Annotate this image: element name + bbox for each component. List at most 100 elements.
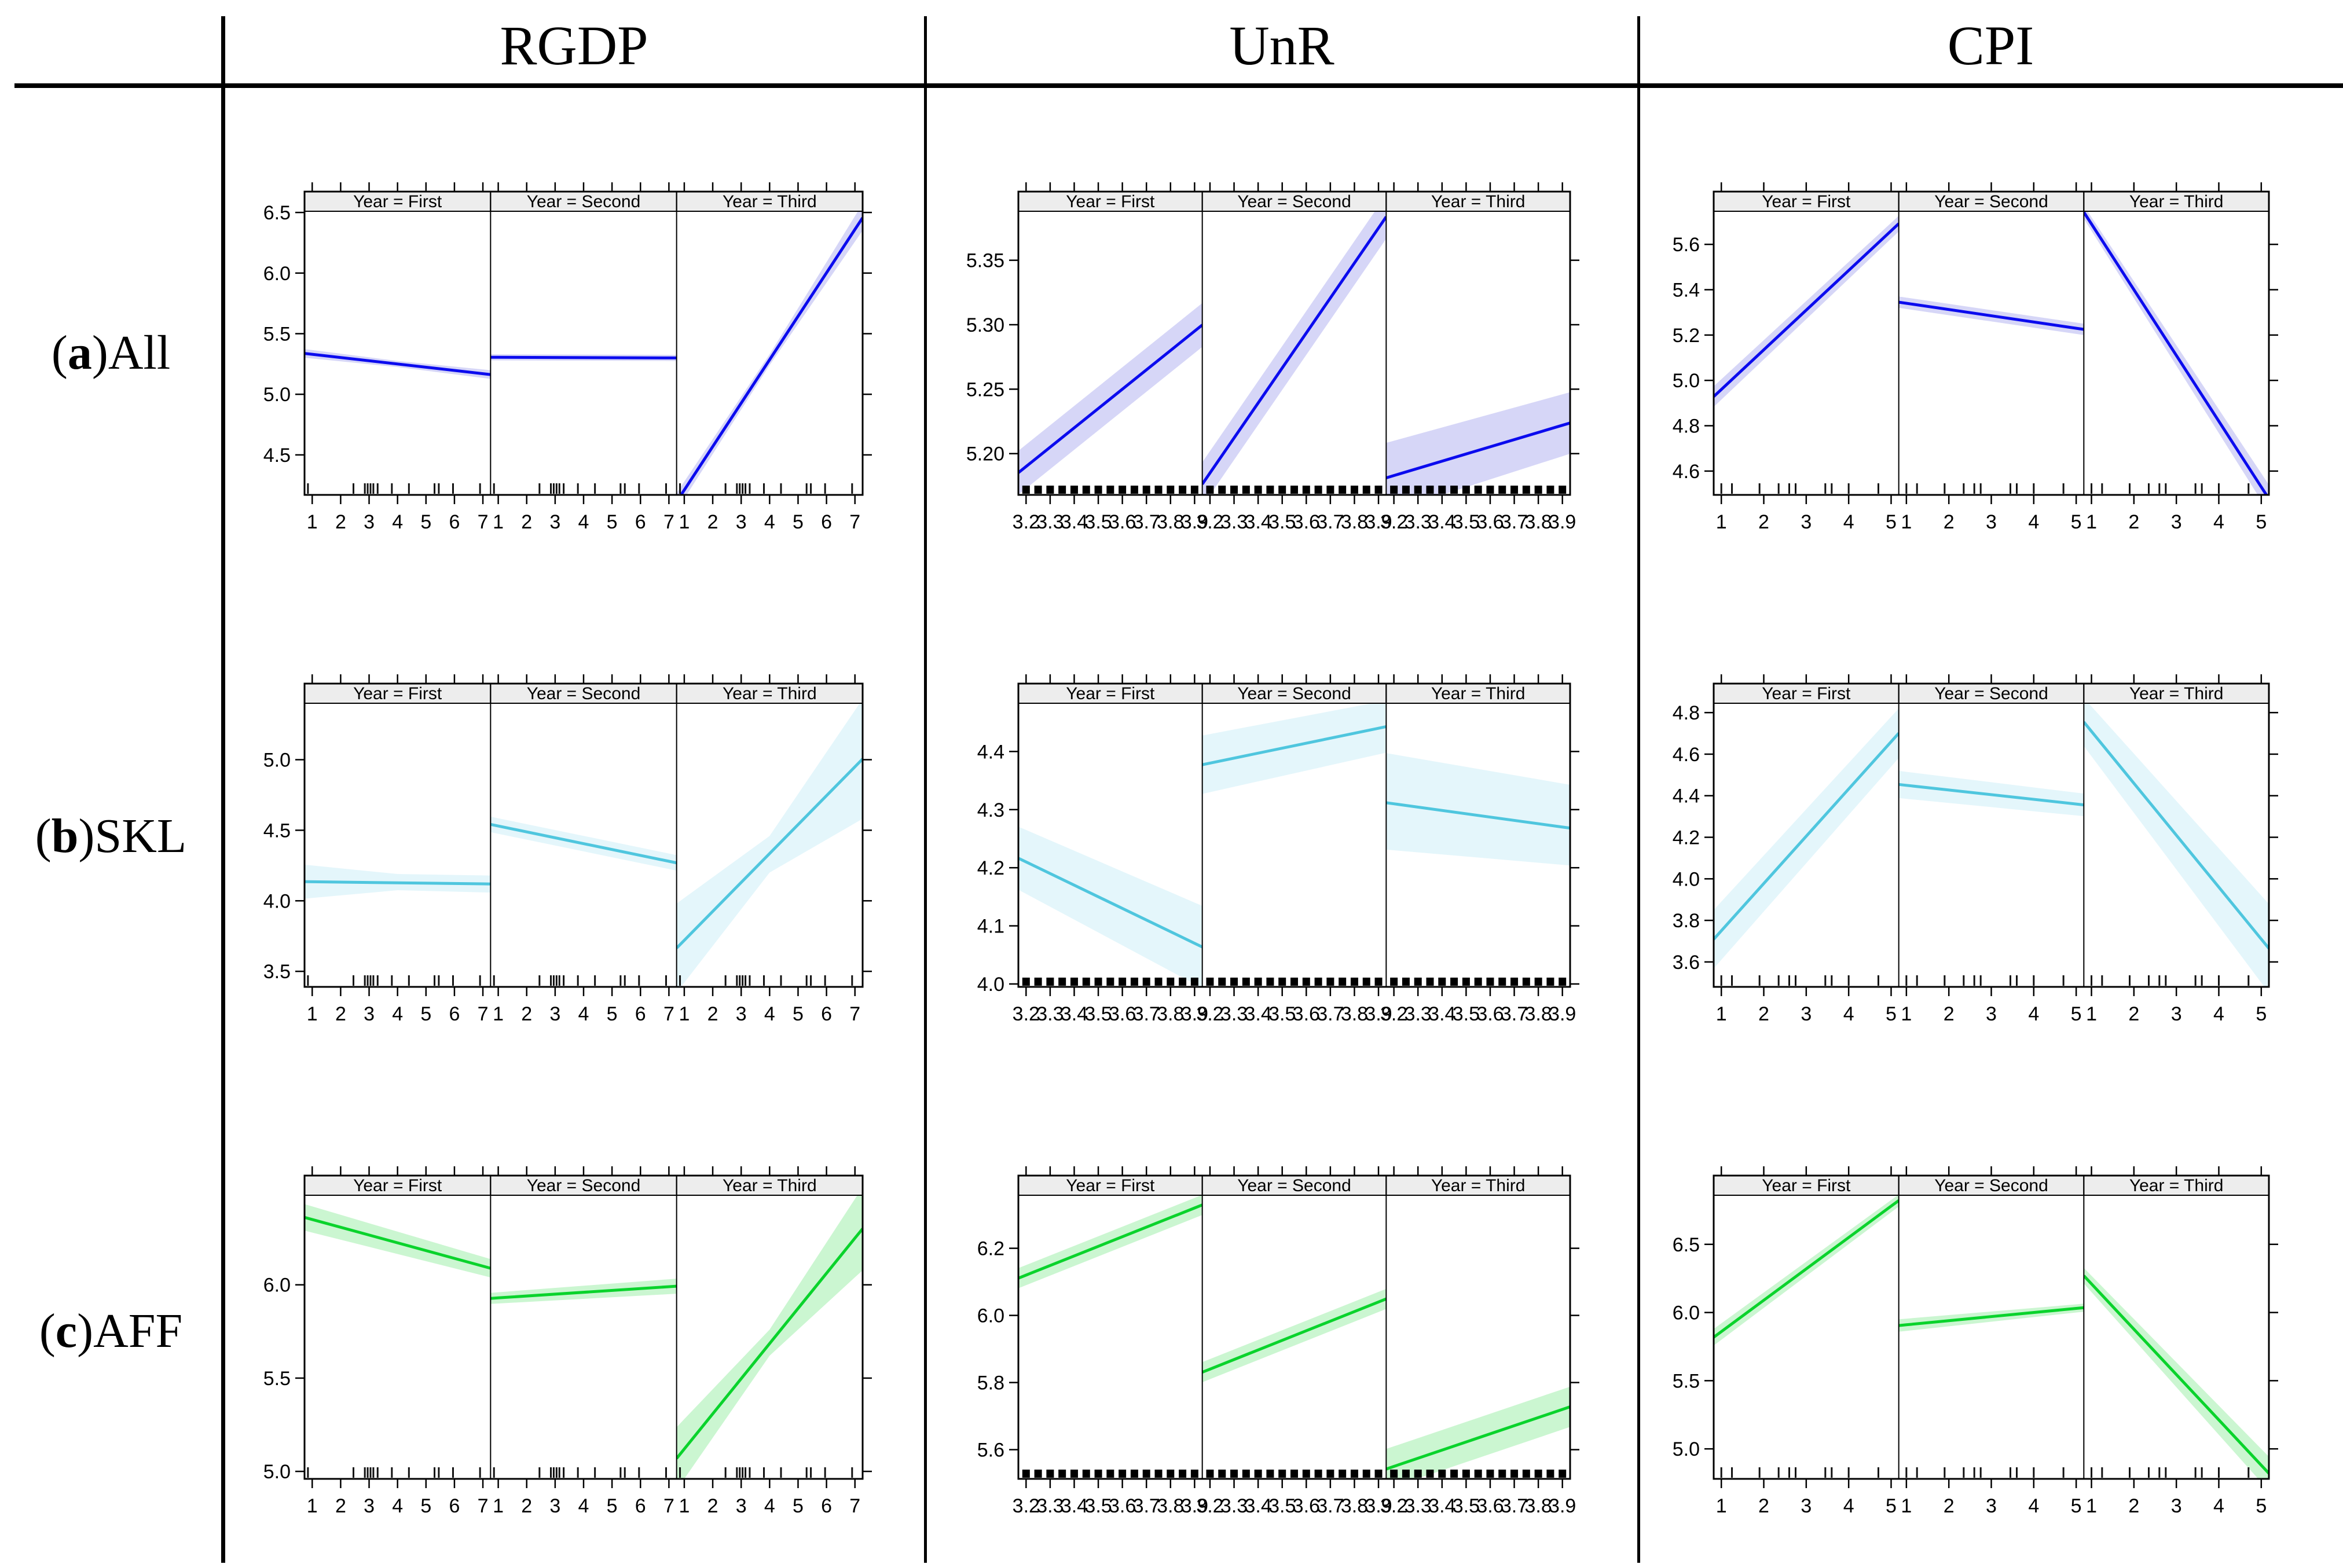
rug-mark — [2247, 483, 2250, 494]
rug-mark — [2080, 975, 2082, 986]
rug-mark — [745, 483, 747, 494]
rug-mark — [1486, 978, 1494, 986]
facet-panel — [2084, 1268, 2269, 1479]
confidence-band — [1386, 392, 1570, 495]
x-tick-label: 7 — [849, 511, 860, 533]
x-tick-label: 1 — [1716, 1495, 1727, 1517]
rug-mark — [2101, 1467, 2103, 1478]
facet-strip-label: Year = First — [353, 192, 442, 211]
x-tick-label: 3 — [2171, 511, 2182, 533]
facet-strip-label: Year = First — [1066, 192, 1155, 211]
rug-mark — [1206, 486, 1214, 494]
x-tick-label: 3.5 — [1268, 1495, 1296, 1517]
x-tick-label: 3 — [549, 511, 560, 533]
y-tick-label: 4.3 — [977, 799, 1004, 821]
x-tick-label: 2 — [1944, 511, 1955, 533]
rug-mark — [1339, 486, 1347, 494]
plot-border — [1713, 1174, 2270, 1480]
rug-mark — [372, 975, 375, 986]
rug-mark — [1362, 486, 1370, 494]
confidence-band — [1018, 827, 1202, 987]
column-divider-right — [1637, 16, 1640, 1563]
column-header-unr: UnR — [1229, 14, 1334, 76]
rug-mark — [1534, 486, 1542, 494]
x-tick-label: 3.3 — [1036, 1495, 1064, 1517]
x-tick-label: 3.5 — [1268, 1003, 1296, 1025]
rug-mark — [1916, 975, 1918, 986]
y-tick-label: 4.4 — [1673, 785, 1700, 807]
x-tick-label: 4 — [2028, 1003, 2039, 1025]
plot-border — [303, 1174, 864, 1480]
rug-mark — [1777, 1467, 1780, 1478]
rug-mark — [563, 975, 565, 986]
x-tick-label: 1 — [1716, 1003, 1727, 1025]
y-tick-label: 5.6 — [1673, 234, 1700, 256]
chart-aff-cpi: Year = First 1 2 3 4 5 Year = Second 1 2 3 4 5 Year … — [1667, 1155, 2327, 1540]
facet-panel — [305, 349, 491, 494]
facet-strip-label: Year = Second — [1237, 684, 1351, 703]
rug-mark — [2217, 483, 2220, 494]
rug-mark — [1963, 975, 1965, 986]
x-tick-label: 3.4 — [1428, 1495, 1455, 1517]
rug-mark — [1847, 483, 1850, 494]
x-tick-label: 6 — [821, 1495, 832, 1517]
confidence-band — [1386, 1386, 1570, 1479]
rug-mark — [1758, 975, 1761, 986]
rug-mark — [1254, 486, 1262, 494]
facet-panel — [1714, 708, 1899, 986]
y-tick-label: 3.6 — [1673, 952, 1700, 974]
rug-mark — [1450, 978, 1458, 986]
rug-mark — [1167, 486, 1175, 494]
column-header-cpi: CPI — [1947, 14, 2034, 76]
rug-mark — [1498, 486, 1506, 494]
rug-mark — [2129, 975, 2131, 986]
rug-mark — [665, 1467, 667, 1478]
x-tick-label: 4 — [392, 1003, 403, 1025]
rug-mark — [2148, 1467, 2150, 1478]
facet-strip-label: Year = Second — [1934, 192, 2048, 211]
fit-line — [1018, 1203, 1202, 1280]
x-tick-label: 2 — [707, 511, 718, 533]
rug-mark — [624, 975, 626, 986]
rug-mark — [805, 1467, 808, 1478]
rug-mark — [1034, 978, 1042, 986]
x-tick-label: 3 — [364, 1003, 375, 1025]
rug-mark — [1046, 486, 1054, 494]
rug-mark — [2201, 975, 2203, 986]
rug-mark — [1350, 1470, 1358, 1478]
facet-strip-label: Year = Third — [2129, 684, 2224, 703]
rug-mark — [780, 483, 782, 494]
rug-mark — [724, 483, 727, 494]
rug-mark — [1944, 975, 1946, 986]
rug-mark — [805, 975, 808, 986]
x-tick-label: 5 — [2256, 1003, 2267, 1025]
rug-mark — [1474, 978, 1482, 986]
rug-mark — [452, 975, 454, 986]
x-tick-label: 3 — [1986, 1495, 1997, 1517]
x-tick-label: 3 — [2171, 1003, 2182, 1025]
rug-mark — [307, 975, 309, 986]
rug-mark — [810, 483, 812, 494]
y-tick-label: 5.5 — [263, 323, 291, 345]
paren-close: ) — [77, 1304, 94, 1358]
rug-mark — [745, 975, 747, 986]
facet-panel — [1898, 770, 2084, 986]
x-tick-label: 3.9 — [1181, 1003, 1208, 1025]
x-tick-label: 3.9 — [1181, 1495, 1208, 1517]
x-tick-label: 3.3 — [1220, 511, 1248, 533]
rug-mark — [376, 1467, 379, 1478]
facet-strip-label: Year = Third — [1431, 192, 1526, 211]
rug-mark — [1390, 486, 1398, 494]
rug-mark — [1916, 1467, 1918, 1478]
x-tick-label: 3 — [1801, 1495, 1812, 1517]
x-tick-label: 5 — [793, 511, 804, 533]
rug-mark — [1710, 483, 1711, 494]
fit-line — [1898, 1306, 2084, 1327]
fit-line — [305, 880, 491, 886]
x-tick-label: 3.4 — [1244, 1003, 1271, 1025]
x-tick-label: 3 — [1801, 1003, 1812, 1025]
fit-line — [2084, 1275, 2269, 1475]
rug-mark — [1046, 1470, 1054, 1478]
x-tick-label: 3.5 — [1084, 1003, 1112, 1025]
rug-mark — [2194, 975, 2197, 986]
